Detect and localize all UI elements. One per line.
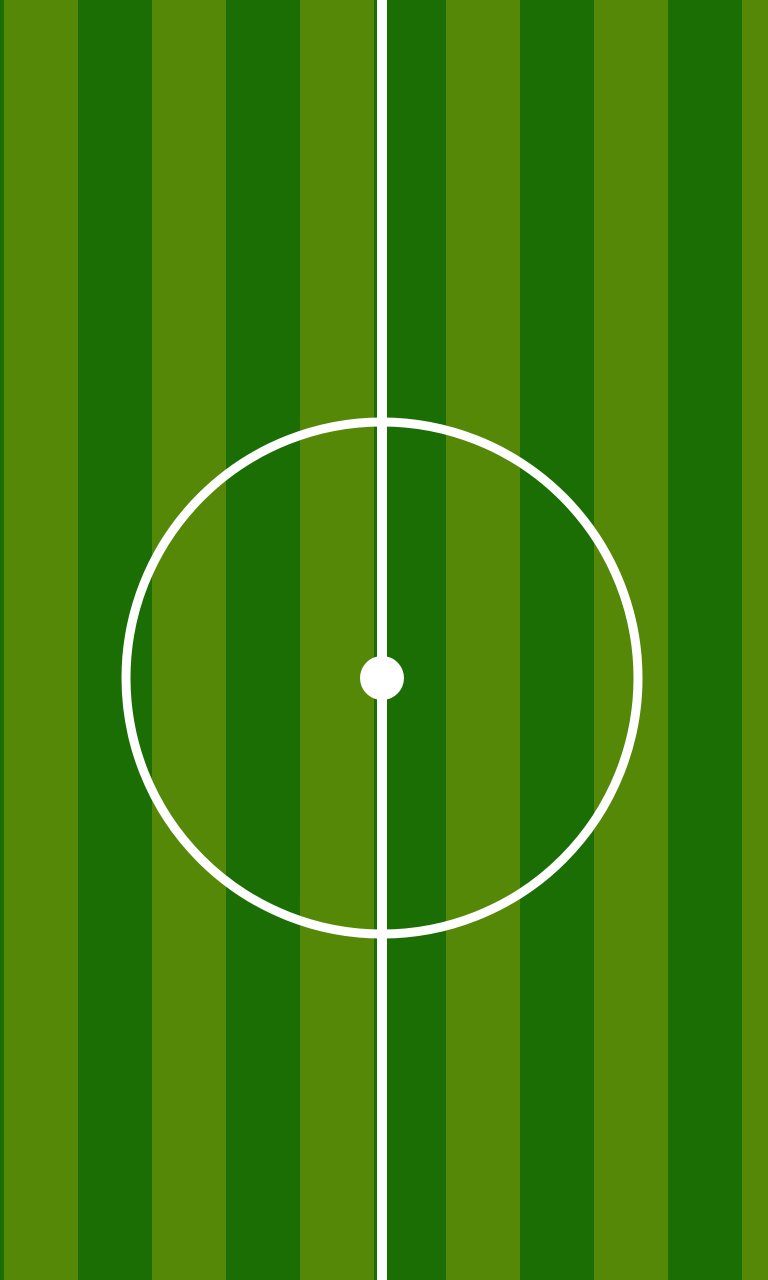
grass-stripe-light (446, 0, 520, 1280)
center-circle (121, 417, 643, 939)
grass-stripe-dark (668, 0, 742, 1280)
grass-stripe-dark (0, 0, 4, 1280)
grass-stripe-light (4, 0, 78, 1280)
center-spot (360, 656, 404, 700)
grass-stripe-light (300, 0, 374, 1280)
grass-stripe-dark (226, 0, 300, 1280)
grass-stripe-light (742, 0, 768, 1280)
grass-stripe-dark (520, 0, 594, 1280)
grass-stripe-dark (78, 0, 152, 1280)
grass-stripe-light (152, 0, 226, 1280)
